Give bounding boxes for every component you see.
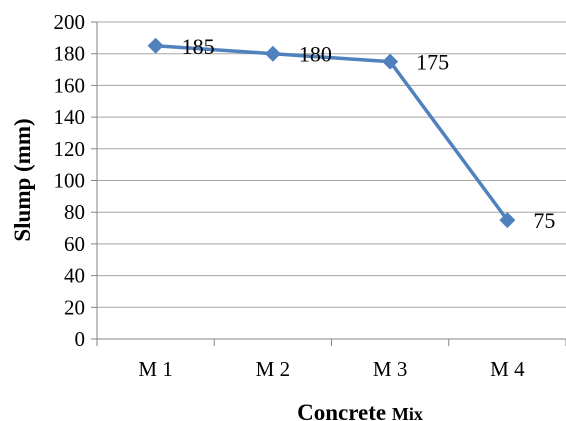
y-tick-label-140: 140 (54, 105, 86, 129)
y-tick-label-100: 100 (54, 169, 86, 193)
data-label-1: 185 (182, 34, 215, 59)
x-axis-ticks: M 1 M 2 M 3 M 4 (96, 339, 566, 381)
grid-lines (97, 21, 566, 308)
y-tick-label-0: 0 (75, 327, 86, 351)
data-labels: 185 180 175 75 (182, 34, 556, 233)
y-tick-label-20: 20 (64, 295, 85, 319)
data-point-1 (147, 37, 164, 54)
x-tick-label-4: M 4 (490, 357, 525, 381)
y-tick-label-40: 40 (64, 264, 85, 288)
y-tick-label-200: 200 (54, 10, 86, 34)
y-tick-label-60: 60 (64, 232, 85, 256)
x-tick-label-1: M 1 (138, 357, 172, 381)
y-tick-label-80: 80 (64, 200, 85, 224)
y-axis-title: Slump (mm) (10, 118, 35, 241)
data-point-3 (382, 53, 399, 70)
data-label-3: 175 (416, 50, 449, 75)
data-label-2: 180 (299, 42, 332, 67)
axes (96, 22, 566, 340)
x-tick-label-3: M 3 (373, 357, 407, 381)
x-axis-title-small: Mix (392, 404, 423, 421)
data-point-2 (264, 45, 281, 62)
y-axis-ticks: 0 20 40 60 80 100 120 140 160 180 200 (54, 10, 97, 351)
series-line-0 (155, 44, 509, 222)
x-tick-label-2: M 2 (256, 357, 290, 381)
y-tick-label-120: 120 (54, 137, 86, 161)
data-markers (147, 37, 516, 229)
y-tick-label-160: 160 (54, 73, 86, 97)
series-slump (155, 44, 509, 222)
x-axis-title: Concrete Mix (297, 400, 423, 421)
data-point-4 (499, 212, 516, 229)
x-axis-title-main: Concrete (297, 400, 392, 421)
data-label-4: 75 (533, 208, 555, 233)
y-tick-label-180: 180 (54, 42, 86, 66)
